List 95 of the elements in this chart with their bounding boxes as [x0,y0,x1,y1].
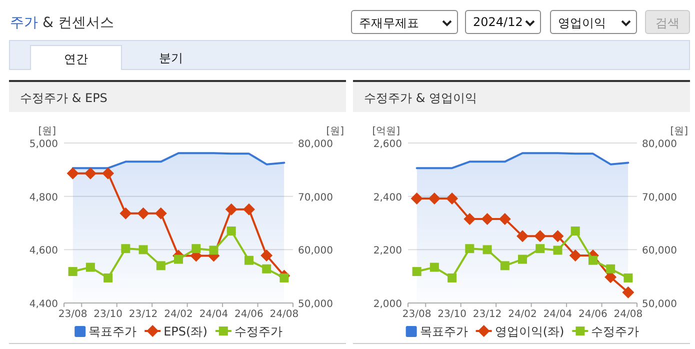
point [262,264,272,274]
point [622,286,634,298]
point [226,226,236,236]
point [242,203,255,216]
point [464,213,476,225]
point [482,245,492,254]
point [552,230,564,242]
point [154,207,167,220]
y2-tick-label: 60,000 [298,246,333,257]
point [428,192,440,204]
point [225,203,238,216]
legend-label: 목표주가 [420,324,468,338]
point [137,207,150,220]
point [430,262,439,272]
y-tick-label: 5,000 [29,139,58,150]
y2-axis-title: [원] [670,126,688,137]
point [606,264,616,274]
y2-tick-label: 60,000 [642,246,677,257]
x-tick-label: 24/04 [543,309,572,320]
y2-tick-label: 70,000 [642,192,677,204]
point [138,245,148,254]
y2-tick-label: 70,000 [298,192,333,204]
point [86,262,95,272]
point [174,254,183,264]
y-tick-label: 2,000 [373,299,402,310]
text: 주가 & 컨센서스 [10,14,114,32]
point [192,244,201,254]
x-tick-label: 24/02 [508,309,537,320]
point [516,230,528,242]
point [569,250,582,262]
point [481,213,494,225]
point [156,261,166,270]
y-axis-title: [억원] [372,126,400,137]
y-tick-label: 4,800 [29,192,58,204]
x-tick-label: 24/02 [164,309,193,320]
chart-title: 수정주가 & 영업이익 [353,80,690,112]
text: 연간 [30,45,122,70]
point [518,254,527,264]
y2-tick-label: 50,000 [642,299,677,310]
point [553,246,562,255]
point [209,246,218,255]
text: 2024/12 [465,10,541,34]
legend-label: 수정주가 [591,324,640,338]
legend-label: 수정주가 [234,324,282,338]
point [570,226,580,236]
point [121,244,130,254]
x-tick-label: 24/04 [199,309,228,320]
point [446,192,458,204]
point [534,230,546,242]
point [448,273,457,282]
point [498,213,511,225]
x-tick-label: 24/06 [234,309,264,320]
point [412,267,422,276]
chart-title: 수정주가 & EPS [9,80,346,112]
x-tick-label: 23/08 [58,309,88,320]
text: 주재무제표 [351,10,458,34]
point [66,167,79,180]
point [280,273,289,282]
y-axis-title: [원] [38,126,56,137]
point [102,167,114,180]
text: 검색 [645,10,690,34]
x-tick-label: 23/12 [128,309,158,320]
point [244,256,254,265]
x-tick-label: 23/08 [402,309,432,320]
y-tick-label: 2,200 [373,246,402,257]
x-tick-label: 24/08 [614,309,643,320]
point [588,256,598,265]
x-tick-label: 24/06 [578,309,608,320]
legend-label: 목표주가 [88,324,137,338]
text: 분기 [158,50,184,67]
point [120,207,132,220]
legend-label: EPS(좌) [164,324,208,338]
x-tick-label: 23/12 [472,309,502,320]
point [624,273,633,282]
point [410,192,423,204]
x-tick-label: 23/10 [94,309,122,320]
x-tick-label: 23/10 [438,309,466,320]
y2-tick-label: 80,000 [642,139,677,150]
y-tick-label: 4,600 [29,246,58,257]
point [260,250,273,262]
y2-axis-title: [원] [326,126,344,137]
point [84,167,96,180]
y-tick-label: 2,600 [373,139,402,150]
legend-label: 영업이익(좌) [494,324,564,338]
point [68,267,78,276]
point [536,244,545,254]
point [465,244,474,254]
y2-tick-label: 80,000 [298,139,333,150]
y-tick-label: 2,400 [373,192,402,204]
y-tick-label: 4,400 [29,299,58,310]
point [500,261,510,270]
y2-tick-label: 50,000 [298,299,333,310]
point [104,273,113,282]
text: 영업이익 [550,10,637,34]
x-tick-label: 24/08 [270,309,299,320]
